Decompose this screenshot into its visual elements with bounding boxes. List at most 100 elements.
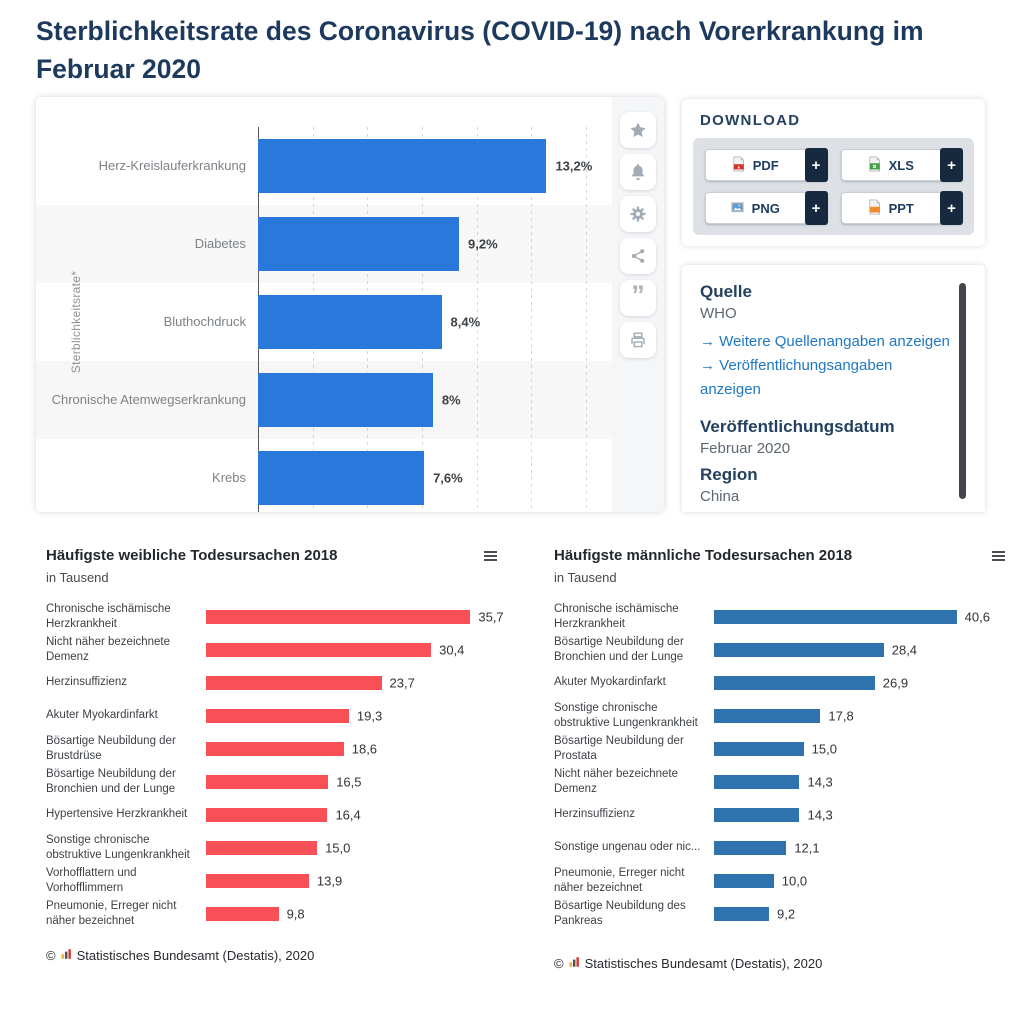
- death-cause-bar-track: 10,0: [714, 873, 974, 888]
- chart-action-toolbar: ”: [612, 97, 664, 512]
- settings-button[interactable]: [620, 196, 656, 232]
- death-cause-label: Hypertensive Herzkrankheit: [46, 808, 188, 821]
- female-chart-subtitle: in Tausend: [46, 570, 109, 585]
- death-cause-value: 15,0: [811, 741, 837, 756]
- download-pdf-label: PDF: [752, 157, 779, 173]
- page-title: Sterblichkeitsrate des Coronavirus (COVI…: [36, 13, 976, 88]
- printer-icon: [630, 332, 646, 348]
- gear-icon: [630, 206, 646, 222]
- death-cause-bar-track: 26,9: [714, 675, 974, 690]
- share-button[interactable]: [620, 238, 656, 274]
- death-cause-value: 28,4: [891, 642, 918, 657]
- hamburger-menu-icon[interactable]: [484, 551, 497, 563]
- death-cause-bar: [206, 807, 328, 822]
- download-xls-button[interactable]: XLS +: [840, 148, 963, 182]
- covid-category-label: Herz-Kreislauferkrankung: [98, 157, 246, 173]
- female-chart-source: © Statistisches Bundesamt (Destatis), 20…: [46, 948, 496, 963]
- covid-bar[interactable]: [258, 217, 460, 271]
- source-heading: Quelle: [700, 282, 752, 301]
- death-cause-bar-track: 40,6: [714, 609, 990, 624]
- download-png-button[interactable]: PNG +: [705, 191, 828, 225]
- download-ppt-button[interactable]: PPT +: [840, 191, 963, 225]
- death-cause-bar-track: 9,8: [206, 906, 480, 921]
- death-cause-bar-track: 35,7: [206, 609, 504, 624]
- covid-bar[interactable]: [258, 451, 425, 505]
- download-pdf-button[interactable]: PDF +: [705, 148, 828, 182]
- covid-bar-cell: 7,6%: [258, 439, 612, 512]
- death-cause-label: Vorhofflattern und Vorhofflimmern: [46, 867, 137, 894]
- death-cause-row: Sonstige chronische obstruktive Lungenkr…: [46, 831, 496, 864]
- death-cause-bar-track: 14,3: [714, 807, 974, 822]
- xls-plus-button[interactable]: +: [940, 148, 963, 182]
- xls-file-icon: [867, 156, 882, 175]
- covid-bar-cell: 8,4%: [258, 283, 612, 361]
- region-heading: Region: [700, 465, 758, 484]
- death-cause-bar-track: 15,0: [714, 741, 974, 756]
- pdf-file-icon: [731, 156, 746, 175]
- death-cause-value: 17,8: [828, 708, 854, 723]
- death-cause-row: Nicht näher bezeichnete Demenz 30,4: [46, 633, 496, 666]
- male-chart-source: © Statistisches Bundesamt (Destatis), 20…: [554, 956, 1004, 971]
- copyright-symbol: ©: [554, 956, 564, 971]
- female-causes-chart-card: Häufigste weibliche Todesursachen 2018 i…: [32, 538, 510, 976]
- death-cause-bar-track: 28,4: [714, 642, 974, 657]
- death-cause-bar: [206, 609, 471, 624]
- death-cause-value: 14,3: [807, 774, 833, 789]
- death-cause-label: Pneumonie, Erreger nicht näher bezeichne…: [46, 900, 177, 927]
- pdf-plus-button[interactable]: +: [804, 148, 828, 182]
- hamburger-menu-icon[interactable]: [992, 551, 1005, 563]
- death-cause-label: Nicht näher bezeichnete Demenz: [46, 636, 171, 663]
- death-cause-value: 15,0: [325, 840, 351, 855]
- death-cause-bar: [206, 873, 309, 888]
- png-plus-button[interactable]: +: [804, 191, 828, 225]
- print-button[interactable]: [620, 322, 656, 358]
- more-sources-link[interactable]: → Weitere Quellenangaben anzeigen: [700, 330, 967, 354]
- death-cause-row: Herzinsuffizienz 14,3: [554, 798, 1004, 831]
- covid-chart-row: Diabetes 9,2%: [36, 205, 612, 283]
- death-cause-bar: [714, 642, 884, 657]
- covid-chart-row: Chronische Atemwegserkrankung 8%: [36, 361, 612, 439]
- covid-bar[interactable]: [258, 139, 547, 193]
- death-cause-bar: [206, 675, 382, 690]
- share-icon: [630, 248, 646, 264]
- death-cause-row: Bösartige Neubildung der Prostata 15,0: [554, 732, 1004, 765]
- death-cause-label: Chronische ischämische Herzkrankheit: [554, 603, 679, 630]
- notification-button[interactable]: [620, 154, 656, 190]
- death-cause-label: Sonstige ungenau oder nic...: [554, 841, 701, 854]
- death-cause-row: Sonstige ungenau oder nic... 12,1: [554, 831, 1004, 864]
- download-xls-label: XLS: [888, 157, 914, 173]
- death-cause-row: Pneumonie, Erreger nicht näher bezeichne…: [554, 864, 1004, 897]
- destatis-logo-icon: [61, 948, 72, 963]
- covid-bar[interactable]: [258, 295, 442, 349]
- info-panel-scrollbar[interactable]: [959, 283, 966, 499]
- death-cause-row: Bösartige Neubildung des Pankreas 9,2: [554, 897, 1004, 930]
- download-panel: DOWNLOAD PDF + XLS + PNG + P: [682, 99, 985, 246]
- page-title-line1: Sterblichkeitsrate des Coronavirus (COVI…: [36, 16, 924, 46]
- death-cause-bar-track: 16,5: [206, 774, 480, 789]
- death-cause-label: Bösartige Neubildung des Pankreas: [554, 900, 686, 927]
- publication-details-link[interactable]: → Veröffentlichungsangaben anzeigen: [700, 354, 938, 402]
- death-cause-row: Bösartige Neubildung der Brustdrüse 18,6: [46, 732, 496, 765]
- death-cause-row: Pneumonie, Erreger nicht näher bezeichne…: [46, 897, 496, 930]
- favorite-button[interactable]: [620, 112, 656, 148]
- covid-chart-plot: Herz-Kreislauferkrankung 13,2% Diabetes 9,2…: [36, 127, 612, 512]
- death-cause-label: Nicht näher bezeichnete Demenz: [554, 768, 679, 795]
- death-cause-bar: [714, 708, 821, 723]
- death-cause-row: Chronische ischämische Herzkrankheit 35,7: [46, 600, 504, 633]
- ppt-plus-button[interactable]: +: [940, 191, 963, 225]
- death-cause-bar-track: 30,4: [206, 642, 480, 657]
- covid-bar[interactable]: [258, 373, 433, 427]
- death-cause-bar: [206, 708, 349, 723]
- download-ppt-label: PPT: [888, 200, 914, 216]
- death-cause-value: 23,7: [389, 675, 415, 690]
- source-value: WHO: [700, 305, 737, 322]
- covid-chart-card: Sterblichkeitsrate* Herz-Kreislauferkran…: [36, 97, 664, 512]
- female-chart-plot: Chronische ischämische Herzkrankheit 35,7…: [46, 600, 504, 930]
- death-cause-value: 26,9: [882, 675, 909, 690]
- male-chart-source-text: Statistisches Bundesamt (Destatis), 2020: [584, 956, 823, 971]
- death-cause-row: Akuter Myokardinfarkt 26,9: [554, 666, 1004, 699]
- cite-button[interactable]: ”: [620, 280, 656, 316]
- death-cause-bar-track: 19,3: [206, 708, 480, 723]
- death-cause-value: 9,2: [776, 906, 796, 921]
- death-cause-value: 19,3: [356, 708, 383, 723]
